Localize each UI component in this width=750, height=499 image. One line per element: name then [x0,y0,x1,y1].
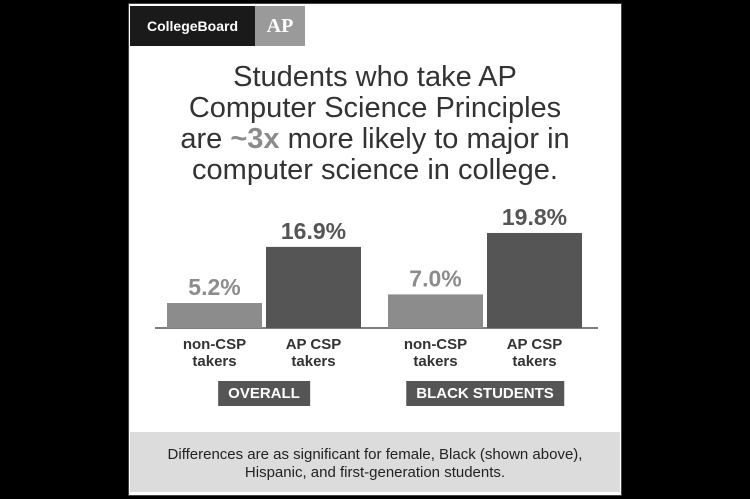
bar [167,303,262,328]
category-label: AP CSP takers [285,336,342,370]
title-line: are [180,123,223,155]
title-emphasis: ~3x [230,123,280,155]
bar [266,246,361,328]
value-label: 7.0% [409,265,461,291]
footnote: Differences are as significant for femal… [167,446,583,481]
bar [487,232,582,328]
value-label: 19.8% [502,204,567,230]
category-label: non-CSP takers [403,336,468,370]
group-label: BLACK STUDENTS [406,381,564,406]
chart-title: Students who take AP Computer Science Pr… [150,62,600,186]
value-label: 16.9% [281,218,346,244]
category-label: AP CSP takers [506,336,563,370]
logo: CollegeBoard [130,6,255,46]
title-line: computer science in college. [192,154,558,186]
category-label: non-CSP takers [182,336,247,370]
group-label: OVERALL [218,381,310,406]
bar [388,294,483,328]
badge: AP [255,6,305,46]
title-line: more likely to major in [287,123,570,155]
title-line: Computer Science Principles [188,92,562,124]
title-line: Students who take AP [233,61,517,93]
value-label: 5.2% [188,274,240,300]
footer [130,432,620,492]
